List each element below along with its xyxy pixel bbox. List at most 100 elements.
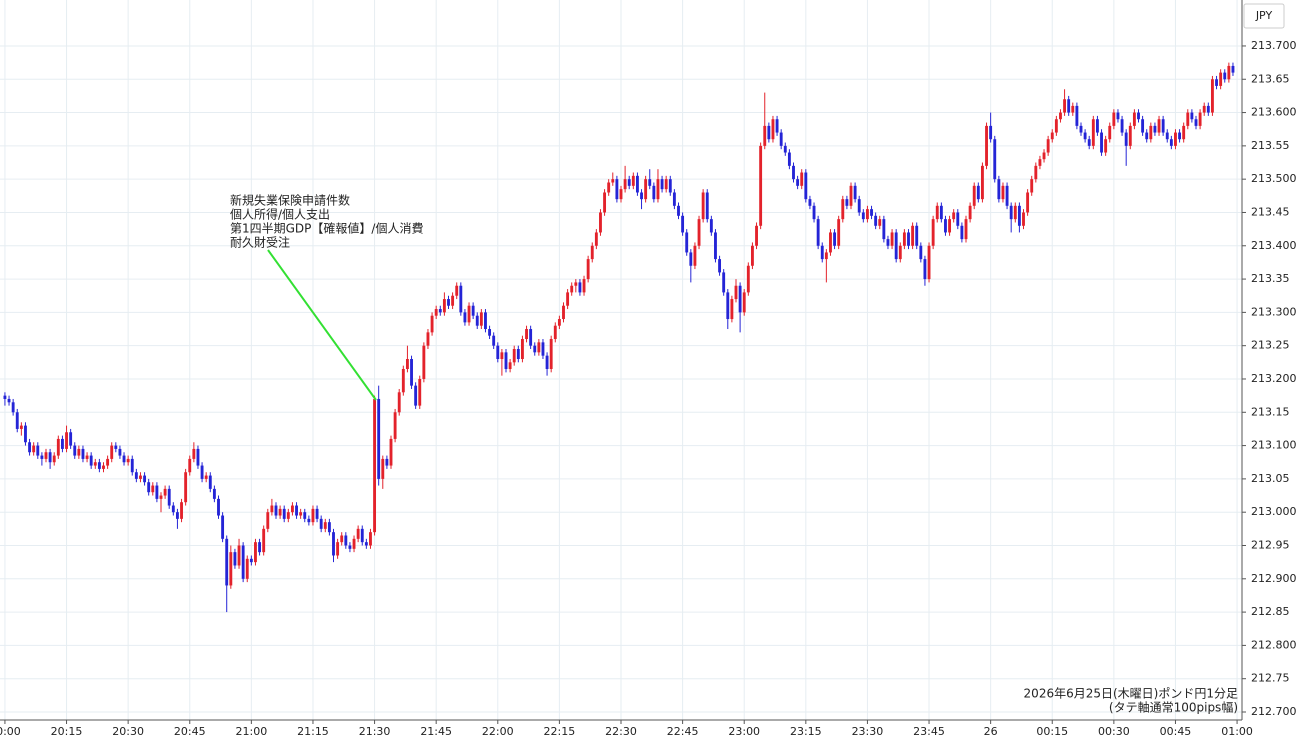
y-tick-label: 212.95 <box>1251 538 1290 551</box>
candle-body <box>196 448 200 466</box>
candle-body <box>611 179 615 183</box>
candle-body <box>1013 205 1017 220</box>
x-tick-label: 22:15 <box>544 725 576 738</box>
candle-body <box>122 455 126 463</box>
x-tick-label: 22:00 <box>482 725 514 738</box>
footnote-text: (タテ軸通常100pips幅) <box>1109 700 1238 715</box>
candle-body <box>882 219 886 240</box>
candle-body <box>393 412 397 439</box>
x-tick-label: 23:45 <box>913 725 945 738</box>
candle-body <box>175 512 179 519</box>
candle-body <box>373 398 377 533</box>
y-tick-label: 213.000 <box>1251 505 1297 518</box>
candle-body <box>348 545 352 549</box>
candle-body <box>874 215 878 226</box>
candle-body <box>705 192 709 220</box>
candle-body <box>110 445 114 459</box>
candle-body <box>336 542 340 556</box>
x-tick-label: 21:15 <box>297 725 329 738</box>
candle-body <box>1145 132 1149 140</box>
candles <box>3 62 1235 613</box>
x-tick-label: 00:15 <box>1036 725 1068 738</box>
candle-body <box>1219 72 1223 86</box>
annotation-text: 第1四半期GDP【確報値】/個人消費 <box>230 221 423 236</box>
candle-body <box>327 522 331 533</box>
y-tick-label: 213.100 <box>1251 439 1297 452</box>
candle-body <box>886 239 890 246</box>
candle-body <box>714 232 717 260</box>
candle-body <box>755 225 758 246</box>
candle-body <box>401 368 405 393</box>
candle-body <box>352 538 356 549</box>
candle-body <box>972 185 976 206</box>
candle-body <box>188 458 192 473</box>
candle-body <box>463 312 467 323</box>
candle-body <box>968 205 972 220</box>
candle-body <box>364 542 368 546</box>
candle-body <box>619 189 623 200</box>
candle-body <box>1178 132 1182 140</box>
candle-body <box>32 445 36 453</box>
candle-body <box>475 315 479 326</box>
candle-body <box>796 179 800 186</box>
y-tick-label: 213.300 <box>1251 305 1297 318</box>
candle-body <box>837 219 841 246</box>
candle-body <box>414 385 418 406</box>
candle-body <box>1116 112 1120 120</box>
y-tick-label: 213.200 <box>1251 372 1297 385</box>
candle-body <box>151 485 155 493</box>
candle-body <box>221 515 225 539</box>
candle-body <box>993 139 997 180</box>
candle-body <box>689 252 693 266</box>
candle-body <box>241 545 245 579</box>
candle-body <box>923 259 927 280</box>
candle-body <box>672 192 676 206</box>
y-tick-label: 212.75 <box>1251 672 1290 685</box>
candle-body <box>1215 79 1218 86</box>
candle-body <box>652 185 656 200</box>
candle-body <box>492 335 496 346</box>
candle-body <box>890 232 894 246</box>
y-tick-label: 212.85 <box>1251 605 1290 618</box>
candle-body <box>533 345 537 353</box>
candle-body <box>93 462 97 466</box>
candle-body <box>60 438 64 449</box>
candle-body <box>562 305 565 320</box>
candle-body <box>508 362 512 369</box>
candle-body <box>1054 119 1058 133</box>
candle-body <box>824 252 828 260</box>
candle-body <box>845 199 849 206</box>
candle-body <box>311 508 315 523</box>
annotation-text: 耐久財受注 <box>230 235 290 250</box>
candle-body <box>434 309 438 316</box>
candle-body <box>418 378 422 406</box>
candle-body <box>750 245 754 266</box>
candle-body <box>985 125 988 166</box>
candle-body <box>701 192 705 220</box>
candle-body <box>804 172 808 200</box>
candle-body <box>1075 105 1079 126</box>
candle-body <box>126 458 130 463</box>
candle-body <box>779 132 783 146</box>
candle-body <box>722 272 726 293</box>
candle-body <box>631 175 635 186</box>
x-tick-label: 23:30 <box>852 725 884 738</box>
annotation-text: 個人所得/個人支出 <box>230 207 330 222</box>
candle-body <box>233 552 237 566</box>
candle-body <box>746 265 750 293</box>
candle-body <box>931 219 935 246</box>
candle-body <box>660 179 664 190</box>
candle-body <box>1071 105 1075 113</box>
candle-body <box>479 312 483 326</box>
candle-body <box>976 185 980 200</box>
candle-body <box>73 445 77 456</box>
candle-body <box>927 245 931 280</box>
candle-body <box>1120 119 1124 133</box>
candle-body <box>1153 125 1157 133</box>
candle-body <box>516 349 520 360</box>
candle-body <box>1206 105 1210 113</box>
x-tick-label: 21:45 <box>420 725 452 738</box>
y-tick-label: 213.25 <box>1251 339 1290 352</box>
candle-body <box>997 179 1001 200</box>
candle-body <box>56 438 60 456</box>
